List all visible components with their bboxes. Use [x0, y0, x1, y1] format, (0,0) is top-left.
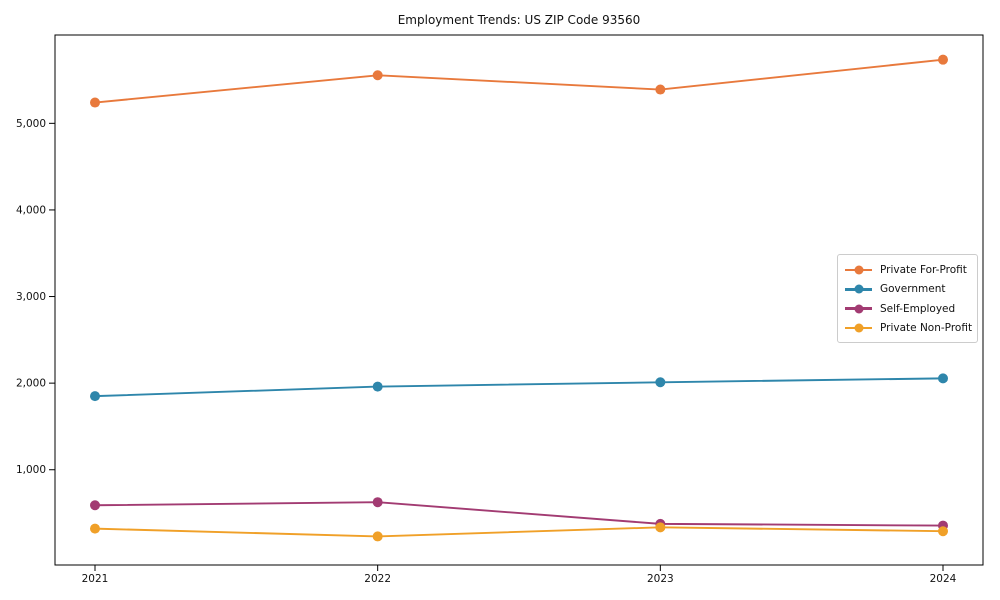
- series-marker-private-for-profit: [938, 54, 948, 65]
- y-axis-tick-label: 5,000: [16, 118, 46, 130]
- series-marker-private-non-profit: [938, 526, 948, 537]
- series-marker-government: [90, 391, 100, 402]
- legend-item-private-for-profit: Private For-Profit: [845, 261, 969, 279]
- series-line-private-non-profit: [94, 526, 944, 538]
- series-marker-private-for-profit: [90, 97, 100, 108]
- series-marker-government: [938, 373, 948, 384]
- legend-item-government: Government: [845, 280, 969, 298]
- legend-line-marker-icon: [845, 265, 872, 275]
- series-marker-self-employed: [372, 497, 383, 508]
- legend: Private For-Profit Government Self-Employe…: [837, 254, 978, 343]
- series-marker-self-employed: [90, 500, 100, 511]
- y-axis-tick-label: 4,000: [16, 204, 46, 216]
- series-marker-government: [372, 381, 383, 392]
- legend-line-marker-icon: [845, 323, 872, 333]
- legend-item-private-non-profit: Private Non-Profit: [845, 319, 973, 337]
- legend-dot-icon: [854, 323, 863, 333]
- series-marker-private-non-profit: [90, 523, 100, 534]
- legend-dot-icon: [854, 265, 863, 275]
- legend-dot-icon: [854, 284, 863, 294]
- legend-item-self-employed: Self-Employed: [845, 300, 969, 318]
- legend-label: Private For-Profit: [880, 264, 967, 276]
- legend-label: Private Non-Profit: [880, 321, 973, 334]
- series-marker-government: [655, 377, 666, 388]
- chart-title: Employment Trends: US ZIP Code 93560: [397, 13, 641, 27]
- x-axis-tick-label: 2021: [82, 573, 109, 585]
- x-axis-tick-label: 2023: [647, 573, 674, 585]
- series-marker-private-non-profit: [655, 522, 666, 533]
- series-marker-private-non-profit: [372, 531, 383, 542]
- legend-label: Government: [880, 283, 946, 296]
- series-line-self-employed: [94, 501, 944, 527]
- x-axis-tick-label: 2022: [364, 573, 391, 585]
- plot-frame: [54, 34, 984, 566]
- y-axis-tick-label: 1,000: [16, 464, 46, 476]
- series-marker-private-for-profit: [655, 84, 666, 95]
- series-line-government: [94, 377, 944, 398]
- legend-dot-icon: [854, 304, 863, 314]
- x-axis-tick-label: 2024: [930, 573, 957, 585]
- y-axis-tick-label: 2,000: [16, 378, 46, 390]
- series-marker-private-for-profit: [372, 70, 383, 81]
- legend-line-marker-icon: [845, 284, 872, 294]
- legend-label: Self-Employed: [880, 302, 956, 315]
- legend-line-marker-icon: [845, 304, 872, 314]
- series-line-private-for-profit: [94, 58, 944, 104]
- y-axis-tick-label: 3,000: [16, 291, 46, 303]
